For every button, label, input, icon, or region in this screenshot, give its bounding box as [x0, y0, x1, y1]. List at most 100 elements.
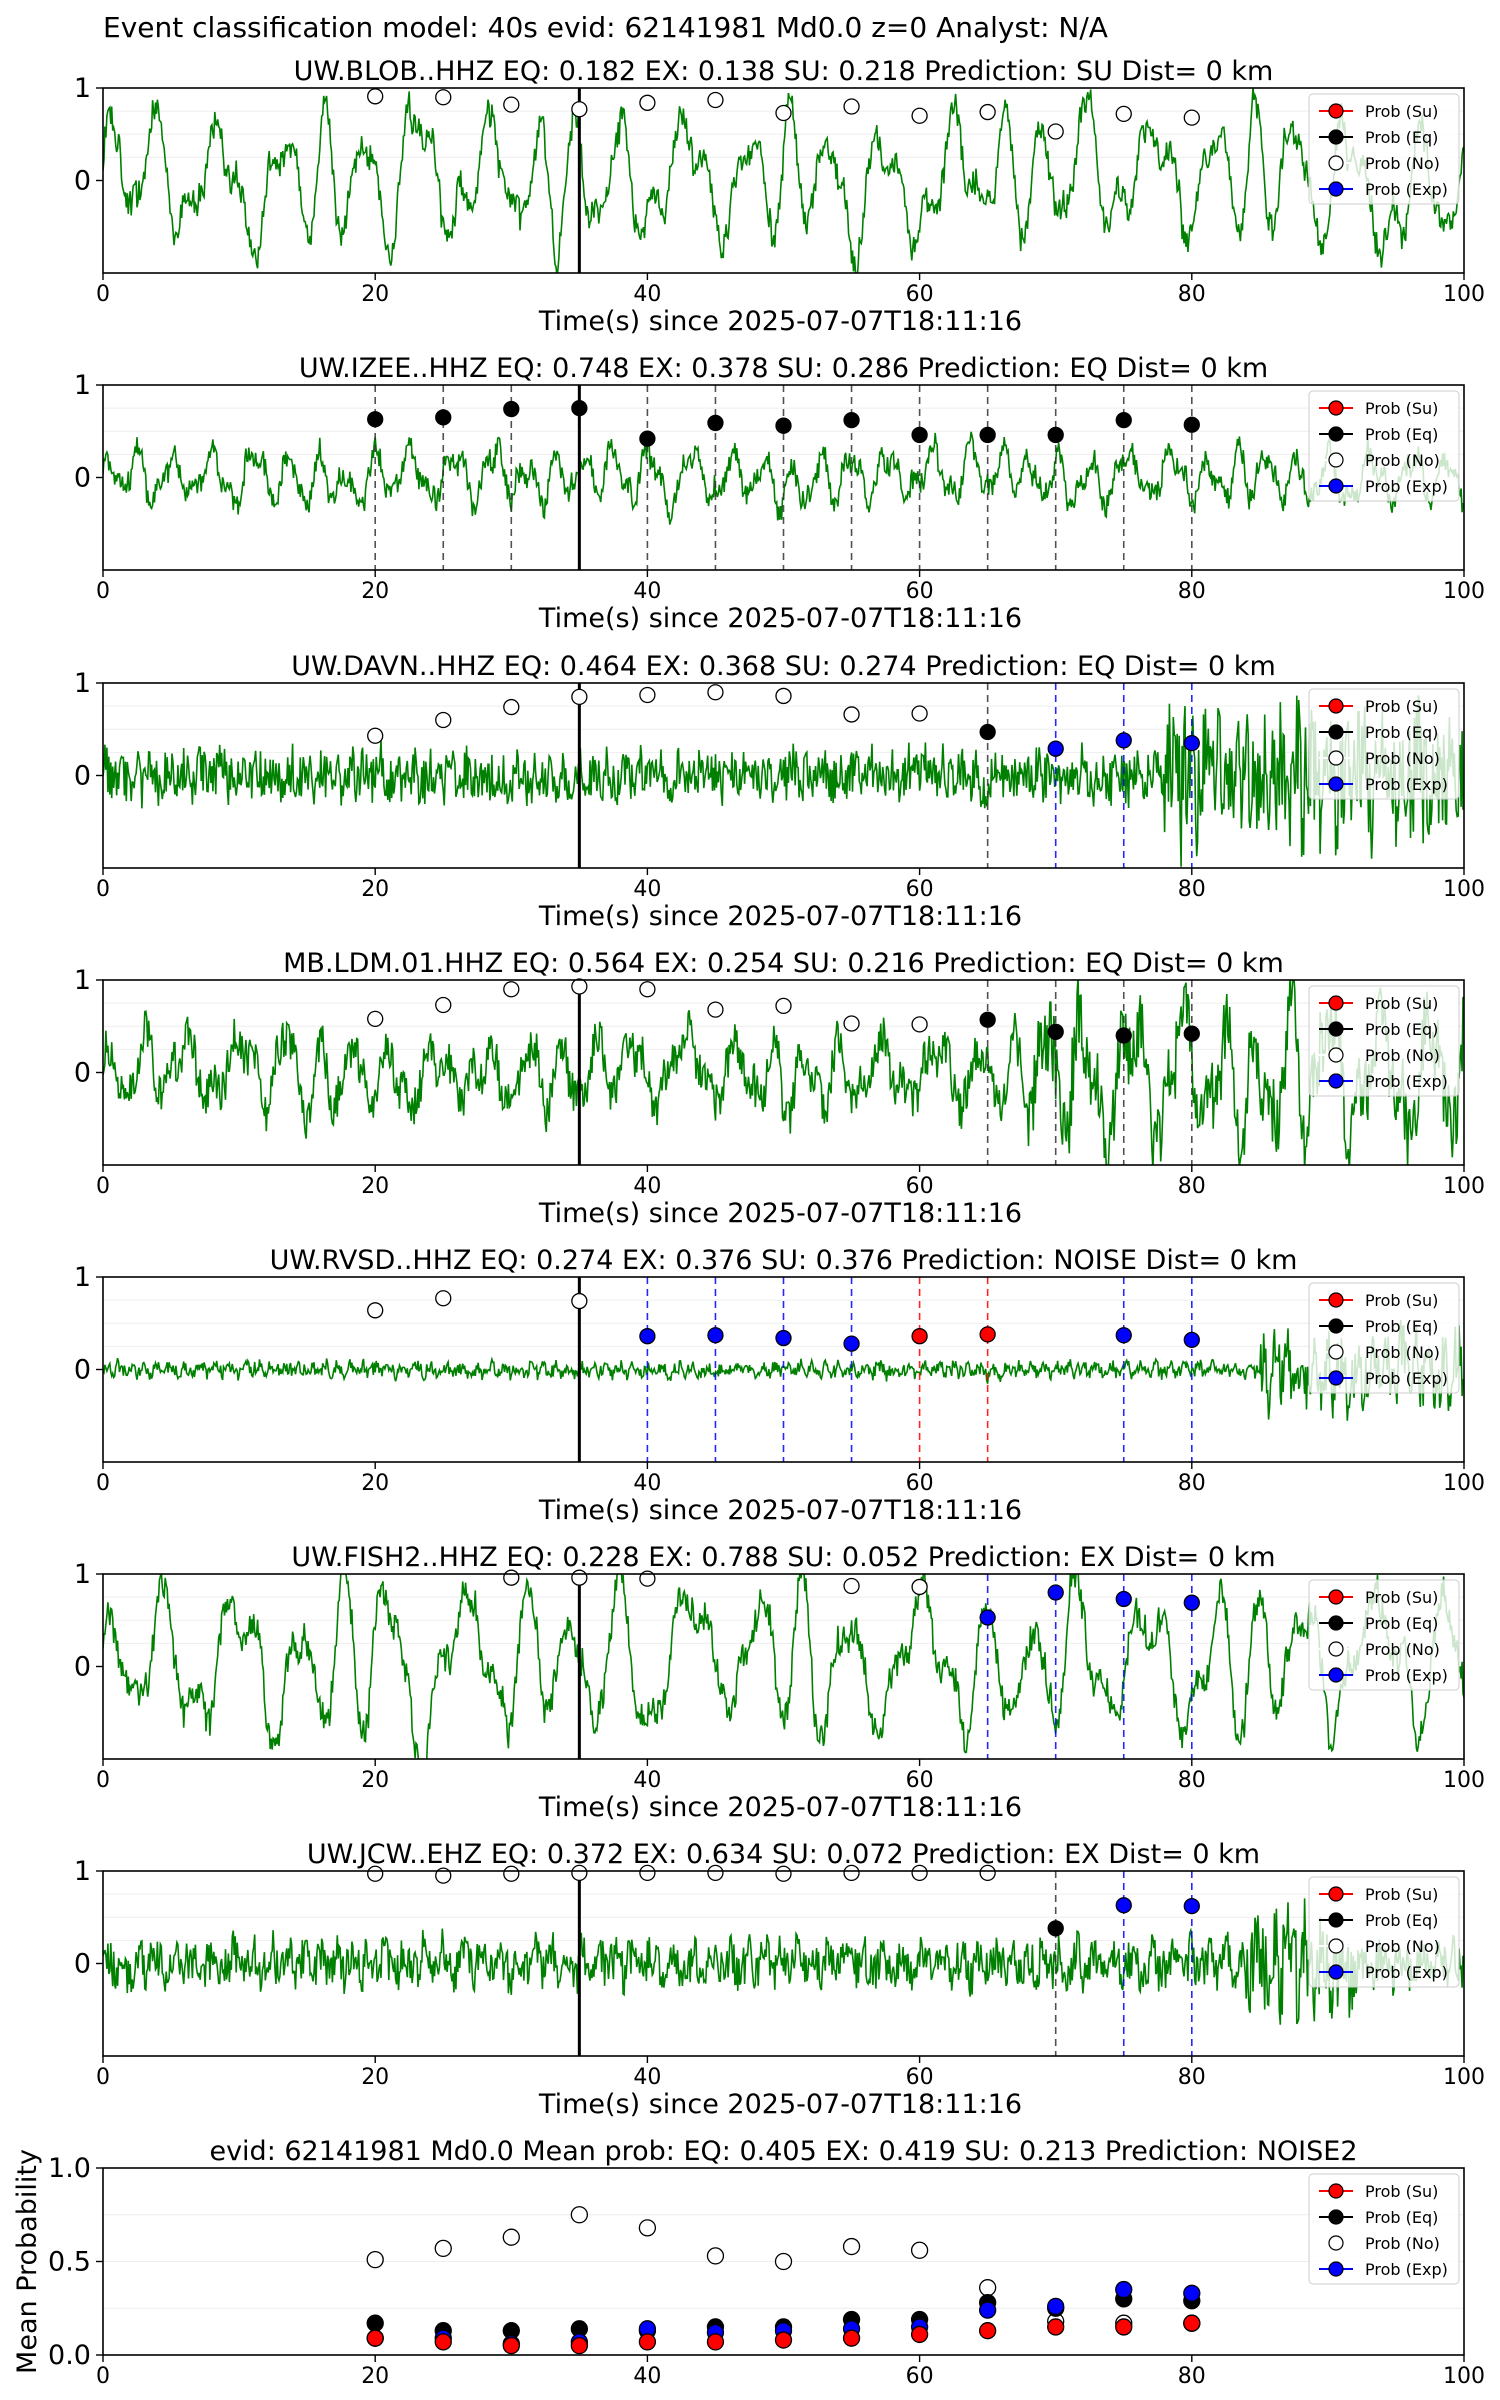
legend-marker-exp — [1328, 1667, 1344, 1683]
legend: Prob (Su) Prob (Eq) Prob (No) Prob (Exp) — [1308, 1579, 1460, 1691]
legend-label: Prob (Eq) — [1365, 1911, 1438, 1930]
prob-point-exp — [1183, 1331, 1200, 1349]
x-tick-label: 80 — [1178, 579, 1206, 604]
waveform-trace — [103, 695, 1464, 867]
prob-point-exp — [1115, 1327, 1132, 1344]
prob-point-no — [707, 1864, 724, 1881]
prob-point-exp — [1115, 732, 1132, 749]
legend-marker-exp — [1328, 1073, 1344, 1089]
legend-marker-eq — [1328, 1912, 1344, 1928]
legend-label: Prob (Su) — [1365, 2182, 1438, 2201]
legend-marker-eq — [1328, 2209, 1344, 2225]
x-tick-label: 100 — [1443, 1768, 1485, 1793]
prob-point-eq — [1047, 426, 1064, 444]
prob-point-no — [707, 91, 724, 109]
prob-point-eq — [571, 399, 588, 417]
legend: Prob (Su) Prob (Eq) Prob (No) Prob (Exp) — [1308, 93, 1460, 205]
prob-point-exp — [1115, 1590, 1132, 1608]
y-tick-label: 0 — [74, 463, 91, 494]
mean-prob-point-su — [434, 2333, 452, 2351]
panel-title: UW.RVSD..HHZ EQ: 0.274 EX: 0.376 SU: 0.3… — [270, 1245, 1298, 1276]
mean-prob-point-no — [434, 2239, 452, 2258]
legend-marker-su — [1328, 103, 1344, 119]
x-axis-label: Time(s) since 2025-07-07T18:11:16 — [538, 306, 1022, 337]
legend-box — [1308, 1876, 1460, 1988]
legend-marker-exp — [1328, 2261, 1344, 2277]
prob-point-eq — [1183, 1025, 1200, 1042]
legend-marker-su — [1328, 1292, 1344, 1308]
legend-label: Prob (Eq) — [1365, 723, 1438, 742]
prob-point-eq — [435, 409, 452, 426]
legend-box — [1308, 2173, 1460, 2285]
x-tick-label: 40 — [633, 1471, 661, 1496]
y-tick-label: 0 — [74, 1058, 91, 1089]
x-tick-label: 80 — [1178, 1174, 1206, 1199]
prob-point-no — [503, 981, 520, 998]
waveform-trace — [103, 1574, 1464, 1759]
x-axis-label: Time(s) since 2025-07-07T18:11:16 — [538, 2089, 1022, 2120]
x-axis-label: Time(s) since 2025-07-07T18:11:16 — [538, 603, 1022, 634]
prob-point-su — [979, 1326, 996, 1343]
prob-point-eq — [367, 411, 384, 428]
x-tick-label: 0 — [96, 2065, 110, 2090]
legend-marker-eq — [1328, 426, 1344, 442]
panel-5: UW.RVSD..HHZ EQ: 0.274 EX: 0.376 SU: 0.3… — [74, 1245, 1485, 1526]
legend-marker-su — [1328, 2183, 1344, 2199]
x-tick-label: 20 — [361, 2364, 389, 2389]
x-axis-label: Time(s) since 2025-07-07T18:11:16 — [538, 1792, 1022, 1823]
mean-prob-point-eq — [366, 2314, 384, 2332]
prob-point-exp — [1183, 734, 1200, 752]
y-tick-label: 0 — [74, 1949, 91, 1980]
mean-prob-point-no — [366, 2250, 384, 2269]
legend-marker-exp — [1328, 1964, 1344, 1980]
x-tick-label: 20 — [361, 579, 389, 604]
legend-marker-su — [1328, 1589, 1344, 1605]
prob-point-eq — [775, 417, 792, 434]
prob-point-eq — [707, 414, 724, 432]
mean-prob-point-exp — [1115, 2280, 1133, 2299]
prob-point-no — [639, 1570, 656, 1587]
legend-label: Prob (Su) — [1365, 102, 1438, 121]
mean-prob-point-exp — [1183, 2284, 1201, 2302]
legend-label: Prob (Exp) — [1365, 1666, 1448, 1685]
panel-4: MB.LDM.01.HHZ EQ: 0.564 EX: 0.254 SU: 0.… — [74, 948, 1485, 1229]
prob-point-no — [367, 727, 384, 744]
panel-3: UW.DAVN..HHZ EQ: 0.464 EX: 0.368 SU: 0.2… — [74, 651, 1485, 932]
legend-label: Prob (No) — [1365, 451, 1440, 470]
legend-marker-eq — [1328, 1021, 1344, 1037]
x-tick-label: 0 — [96, 877, 110, 902]
x-tick-label: 0 — [96, 579, 110, 604]
panel-title: UW.DAVN..HHZ EQ: 0.464 EX: 0.368 SU: 0.2… — [291, 651, 1276, 682]
y-tick-label: 0 — [74, 1355, 91, 1386]
mean-prob-point-su — [706, 2333, 725, 2351]
prob-point-no — [571, 101, 588, 118]
legend-marker-su — [1328, 995, 1344, 1011]
x-tick-label: 80 — [1178, 1471, 1206, 1496]
legend-marker-no — [1328, 452, 1344, 468]
legend-marker-exp — [1328, 478, 1344, 494]
prob-point-no — [1047, 123, 1064, 140]
mean-prob-point-su — [570, 2336, 588, 2355]
x-tick-label: 60 — [906, 1768, 934, 1793]
legend-label: Prob (Su) — [1365, 1588, 1438, 1607]
legend-label: Prob (Su) — [1365, 994, 1438, 1013]
prob-point-no — [435, 1867, 452, 1884]
prob-point-no — [571, 688, 588, 706]
legend-marker-no — [1328, 1641, 1344, 1657]
y-tick-label: 1 — [74, 370, 91, 401]
prob-point-exp — [1115, 1897, 1132, 1914]
legend-label: Prob (Eq) — [1365, 1317, 1438, 1336]
prob-point-eq — [1047, 1023, 1064, 1040]
legend-marker-no — [1328, 750, 1344, 766]
prob-point-no — [503, 1865, 520, 1882]
panel-6: UW.FISH2..HHZ EQ: 0.228 EX: 0.788 SU: 0.… — [74, 1542, 1485, 1823]
x-tick-label: 40 — [633, 1768, 661, 1793]
x-axis-label: Time(s) since 2025-07-07T18:11:16 — [538, 901, 1022, 932]
x-tick-label: 0 — [96, 1174, 110, 1199]
legend-label: Prob (Su) — [1365, 1885, 1438, 1904]
legend-label: Prob (Exp) — [1365, 477, 1448, 496]
y-tick-label: 0.5 — [48, 2247, 91, 2278]
x-tick-label: 80 — [1178, 877, 1206, 902]
legend-box — [1308, 1579, 1460, 1691]
mean-prob-point-exp — [1047, 2297, 1065, 2316]
